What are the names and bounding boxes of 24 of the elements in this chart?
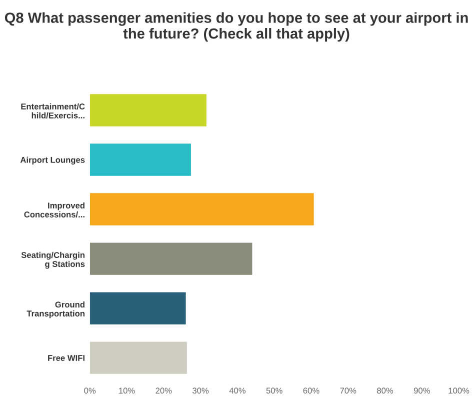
y-tick-label: Improved Concessions/... <box>24 202 84 218</box>
x-tick-label: 70% <box>340 388 356 394</box>
x-tick-label: 80% <box>377 388 394 394</box>
chart-title: Q8 What passenger amenities do you hope to see at your airport in the future? (Check all that apply) <box>4 12 468 42</box>
x-tick-label: 30% <box>192 388 209 394</box>
x-tick-label: 40% <box>229 388 246 394</box>
bar <box>90 94 206 126</box>
x-tick-label: 50% <box>266 388 282 394</box>
x-tick-label: 20% <box>156 388 172 394</box>
bar <box>90 144 191 176</box>
y-tick-label: Entertainment/C hild/Exercis... <box>21 103 85 119</box>
x-tick-label: 10% <box>119 388 135 394</box>
x-tick-label: 0% <box>84 388 96 394</box>
x-tick-label: 90% <box>414 388 430 394</box>
bar <box>90 242 252 275</box>
y-tick-label: Seating/Chargin g Stations <box>21 252 85 269</box>
bar <box>90 292 186 324</box>
y-tick-label: Airport Lounges <box>20 156 85 165</box>
x-tick-label: 100% <box>448 388 470 394</box>
x-tick-label: 60% <box>303 388 320 394</box>
bar <box>90 193 314 226</box>
y-tick-label: Ground Transportation <box>26 301 84 318</box>
bar <box>90 342 187 374</box>
y-tick-label: Free WIFI <box>48 355 84 361</box>
